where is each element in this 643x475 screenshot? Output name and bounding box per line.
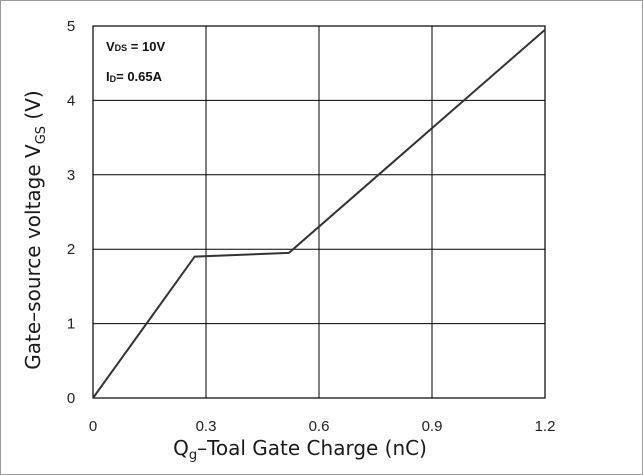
y-tick-label: 3: [67, 167, 75, 184]
y-tick-label: 0: [67, 390, 75, 407]
y-tick-label: 2: [67, 241, 75, 258]
y-tick-labels: 0 1 2 3 4 5: [67, 18, 75, 407]
grid: [93, 26, 545, 398]
y-tick-label: 5: [67, 18, 75, 35]
x-tick-labels: 0 0.3 0.6 0.9 1.2: [89, 418, 556, 435]
plot-border: [92, 25, 546, 399]
x-tick-label: 0.9: [422, 418, 443, 435]
x-tick-label: 0: [89, 418, 97, 435]
condition-id: ID= 0.65A: [106, 69, 163, 84]
series-line: [92, 28, 546, 399]
x-axis-label: Qg–Toal Gate Charge (nC): [173, 436, 427, 463]
y-tick-label: 4: [67, 92, 75, 109]
x-tick-label: 1.2: [535, 418, 556, 435]
x-tick-label: 0.3: [196, 418, 217, 435]
x-tick-label: 0.6: [309, 418, 330, 435]
condition-vds: VDS = 10V: [106, 39, 165, 54]
y-axis-label: Gate–source voltage VGS (V): [21, 90, 49, 369]
y-tick-label: 1: [67, 316, 75, 333]
